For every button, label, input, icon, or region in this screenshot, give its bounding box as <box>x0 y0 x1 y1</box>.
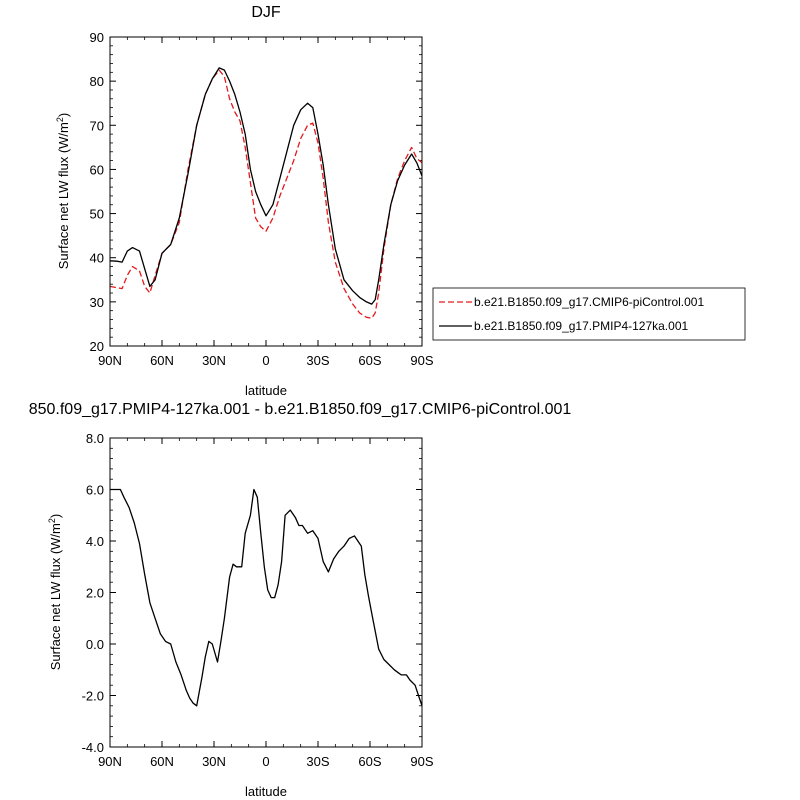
bottom-chart-title: 850.f09_g17.PMIP4-127ka.001 - b.e21.B185… <box>29 401 572 418</box>
bottom-x-tick-label: 30N <box>202 754 226 769</box>
bottom-x-tick-label: 60S <box>358 754 381 769</box>
top-y-tick-label: 30 <box>90 295 104 310</box>
top-chart-series <box>109 67 423 319</box>
bottom-chart-y-axis-label: Surface net LW flux (W/m2) <box>47 514 63 671</box>
top-y-tick-label: 50 <box>90 207 104 222</box>
bottom-chart-ticks: -4.0 -2.0 0.0 2.0 4.0 6.0 8.0 90N 60N 30N 0 30S 60S 9… <box>82 431 434 769</box>
top-chart-title: DJF <box>251 4 281 21</box>
bottom-y-tick-label: 0.0 <box>86 637 104 652</box>
bottom-y-tick-label: 4.0 <box>86 534 104 549</box>
top-chart-ticks: 20 30 40 50 60 70 80 90 90N 60N 30N 0 30S 60S 90S <box>90 30 434 368</box>
bottom-x-tick-label: 30S <box>306 754 329 769</box>
top-x-tick-label: 30N <box>202 353 226 368</box>
legend-box <box>432 287 746 341</box>
top-x-tick-label: 0 <box>262 353 269 368</box>
top-chart-x-axis-label: latitude <box>245 383 287 398</box>
top-series-line-1 <box>109 67 423 305</box>
top-x-tick-label: 60S <box>358 353 381 368</box>
top-x-tick-label: 90N <box>98 353 122 368</box>
top-x-tick-label: 90S <box>410 353 433 368</box>
bottom-x-tick-label: 90S <box>410 754 433 769</box>
top-y-tick-label: 90 <box>90 30 104 45</box>
bottom-chart-x-axis-label: latitude <box>245 784 287 799</box>
top-chart-y-axis-label: Surface net LW flux (W/m2) <box>55 113 71 270</box>
bottom-chart-frame <box>109 437 423 748</box>
top-series-line-0 <box>109 69 423 319</box>
bottom-y-tick-label: 8.0 <box>86 431 104 446</box>
top-y-tick-label: 40 <box>90 251 104 266</box>
top-y-tick-label: 60 <box>90 162 104 177</box>
top-x-tick-label: 60N <box>150 353 174 368</box>
bottom-series-line-0 <box>110 488 423 707</box>
bottom-y-tick-label: 2.0 <box>86 586 104 601</box>
top-x-tick-label: 30S <box>306 353 329 368</box>
bottom-y-tick-label: -4.0 <box>82 740 104 755</box>
bottom-x-tick-label: 90N <box>98 754 122 769</box>
legend-label-picontrol: b.e21.B1850.f09_g17.CMIP6-piControl.001 <box>474 295 704 309</box>
top-y-tick-label: 20 <box>90 339 104 354</box>
top-y-tick-label: 80 <box>90 74 104 89</box>
top-chart-frame <box>109 36 423 347</box>
bottom-chart-series <box>110 488 423 707</box>
bottom-x-tick-label: 60N <box>150 754 174 769</box>
bottom-y-tick-label: 6.0 <box>86 483 104 498</box>
bottom-x-tick-label: 0 <box>262 754 269 769</box>
top-chart-legend: b.e21.B1850.f09_g17.CMIP6-piControl.001 … <box>432 287 746 341</box>
bottom-y-tick-label: -2.0 <box>82 689 104 704</box>
top-y-tick-label: 70 <box>90 118 104 133</box>
legend-label-127ka: b.e21.B1850.f09_g17.PMIP4-127ka.001 <box>474 319 688 333</box>
